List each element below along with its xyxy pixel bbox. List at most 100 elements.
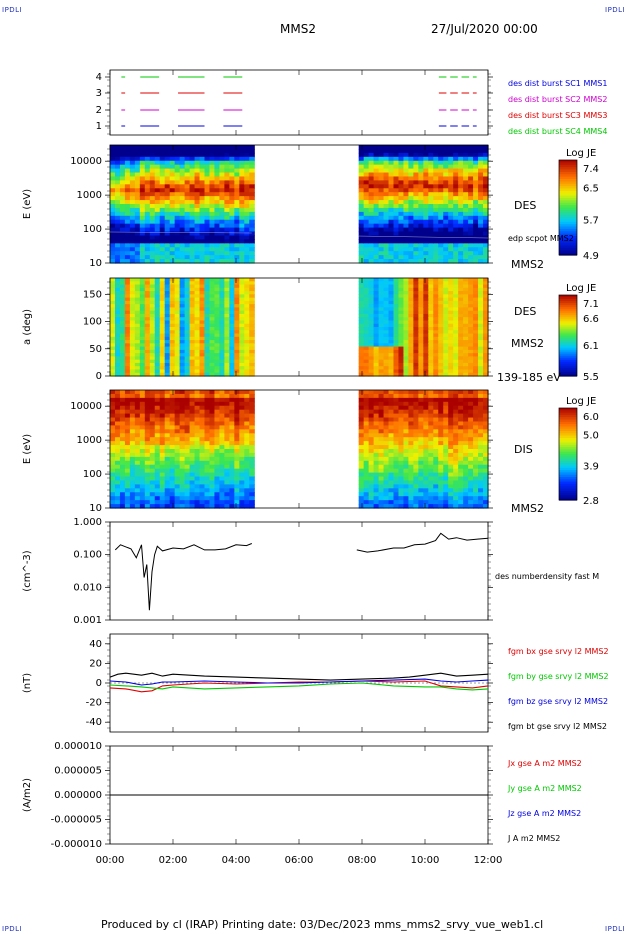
burst-legend-item: des dist burst SC3 MMS3 (508, 111, 607, 120)
burst-ytick-label: 2 (96, 105, 102, 116)
des-energy-sc-label: MMS2 (511, 258, 544, 271)
des_pitch-ylabel: a (deg) (22, 309, 33, 345)
burst-legend-item: des dist burst SC1 MMS1 (508, 79, 607, 88)
fgm-ytick-label: 40 (89, 639, 102, 650)
des_energy-colorbar-tick: 7.4 (583, 164, 599, 175)
des_energy-ytick-label: 10 (89, 258, 102, 269)
dis_energy-colorbar (558, 407, 578, 501)
des_energy-ylabel: E (eV) (22, 189, 33, 219)
des_energy-colorbar-tick: 5.7 (583, 215, 599, 226)
des_energy-ytick-label: 10000 (70, 156, 102, 167)
des-pitch-label: DES (514, 305, 536, 318)
des_pitch-ytick-label: 0 (96, 371, 102, 382)
des_energy-colorbar-tick: 6.5 (583, 184, 599, 195)
des_energy-heatmap-cells (110, 145, 489, 264)
xtick-label: 00:00 (96, 855, 125, 866)
fgm-ytick-label: 20 (89, 658, 102, 669)
dis-energy-sc-label: MMS2 (511, 502, 544, 515)
xtick-label: 12:00 (474, 855, 503, 866)
des_pitch-ytick-label: 150 (83, 289, 102, 300)
fgm-legend-item: fgm bt gse srvy l2 MMS2 (508, 722, 607, 731)
des_energy-ytick-label: 100 (83, 224, 102, 235)
burst-frame (109, 69, 489, 136)
xtick-label: 04:00 (222, 855, 251, 866)
scpot-label: edp scpot MMS2 (508, 234, 574, 243)
burst-ytick-label: 1 (96, 121, 102, 132)
current-ylabel: (A/m2) (22, 778, 33, 812)
xtick-label: 08:00 (348, 855, 377, 866)
plot-date: 27/Jul/2020 00:00 (431, 22, 538, 36)
footer-text: Produced by cl (IRAP) Printing date: 03/… (101, 918, 544, 931)
xtick-label: 02:00 (159, 855, 188, 866)
des_pitch-colorbar-tick: 6.1 (583, 341, 599, 352)
fgm-legend-item: fgm by gse srvy l2 MMS2 (508, 672, 609, 681)
des_pitch-ytick-label: 100 (83, 317, 102, 328)
des_pitch-colorbar (558, 294, 578, 377)
des_energy-colorbar (558, 159, 578, 256)
corner-label-top-left: IPDLI (2, 6, 23, 14)
fgm-ytick-label: -20 (86, 698, 102, 709)
corner-label-bottom-right: IPDLI (605, 925, 626, 933)
current-ytick-label: 0.000005 (54, 766, 102, 777)
spacecraft-title: MMS2 (280, 22, 316, 36)
density-ylabel: (cm^-3) (22, 550, 33, 591)
des_pitch-colorbar-tick: 6.6 (583, 314, 599, 325)
xtick-label: 06:00 (285, 855, 314, 866)
burst-legend-item: des dist burst SC4 MMS4 (508, 127, 607, 136)
dis_energy-colorbar-tick: 6.0 (583, 412, 599, 423)
scpot-line (109, 231, 489, 239)
burst-legend-item: des dist burst SC2 MMS2 (508, 95, 607, 104)
des_pitch-colorbar-tick: 7.1 (583, 299, 599, 310)
current-legend-item: Jz gse A m2 MMS2 (507, 809, 581, 818)
density-line (114, 532, 489, 611)
fgm-ylabel: (nT) (22, 673, 33, 693)
dis_energy-ytick-label: 10 (89, 503, 102, 514)
density-ytick-label: 0.010 (73, 582, 102, 593)
des_energy-ytick-label: 1000 (77, 190, 102, 201)
dis_energy-ylabel: E (eV) (22, 434, 33, 464)
corner-label-bottom-left: IPDLI (2, 925, 23, 933)
dis_energy-colorbar-title: Log JE (566, 396, 596, 407)
burst-ytick-label: 3 (96, 88, 102, 99)
current-ytick-label: 0.000000 (54, 790, 102, 801)
fgm-legend-item: fgm bz gse srvy l2 MMS2 (508, 697, 608, 706)
des_pitch-colorbar-title: Log JE (566, 283, 596, 294)
dis_energy-colorbar-tick: 5.0 (583, 431, 599, 442)
fgm-ytick-label: -40 (86, 717, 102, 728)
current-ytick-label: -0.000010 (51, 839, 102, 850)
dis_energy-colorbar-tick: 2.8 (583, 496, 599, 507)
fgm-ytick-label: 0 (96, 678, 102, 689)
current-legend-item: J A m2 MMS2 (507, 834, 560, 843)
des_pitch-colorbar-tick: 5.5 (583, 372, 599, 383)
dis_energy-heatmap-cells (110, 390, 489, 509)
des_energy-colorbar-tick: 4.9 (583, 251, 599, 262)
density-ytick-label: 0.100 (73, 550, 102, 561)
density-ytick-label: 0.001 (73, 615, 102, 626)
fgm-legend-item: fgm bx gse srvy l2 MMS2 (508, 647, 609, 656)
burst-ytick-label: 4 (96, 72, 102, 83)
density-ytick-label: 1.000 (73, 517, 102, 528)
dis_energy-colorbar-tick: 3.9 (583, 461, 599, 472)
des_pitch-heatmap-cells (110, 278, 489, 377)
current-ytick-label: 0.000010 (54, 741, 102, 752)
current-legend-item: Jx gse A m2 MMS2 (507, 759, 582, 768)
des_energy-colorbar-title: Log JE (566, 148, 596, 159)
des_pitch-ytick-label: 50 (89, 344, 102, 355)
des-pitch-sc-label: MMS2 (511, 337, 544, 350)
dis_energy-ytick-label: 10000 (70, 401, 102, 412)
current-ytick-label: -0.000005 (51, 815, 102, 826)
fgm-series-line (109, 672, 489, 681)
des-energy-label: DES (514, 199, 536, 212)
dis_energy-ytick-label: 1000 (77, 435, 102, 446)
fgm-series-line (109, 678, 489, 686)
corner-label-top-right: IPDLI (605, 6, 626, 14)
fgm-series-line (109, 682, 489, 691)
current-legend-item: Jy gse A m2 MMS2 (507, 784, 582, 793)
dis_energy-ytick-label: 100 (83, 469, 102, 480)
density-legend: des numberdensity fast M (495, 572, 599, 581)
pitch-energy-range: 139-185 eV (497, 371, 561, 384)
xtick-label: 10:00 (411, 855, 440, 866)
dis-energy-label: DIS (514, 443, 533, 456)
density-frame (109, 521, 489, 621)
